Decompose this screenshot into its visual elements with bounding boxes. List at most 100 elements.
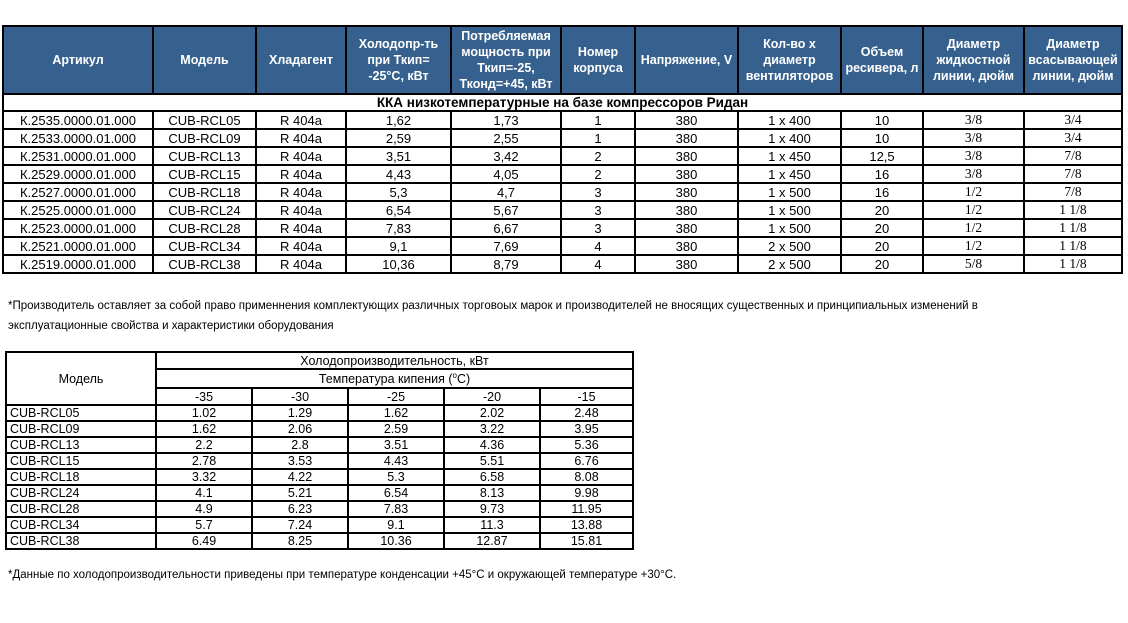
spec-cell: R 404a bbox=[255, 164, 347, 184]
spec-column-header: Кол-во х диаметр вентиляторов bbox=[737, 25, 842, 95]
spec-cell: 4 bbox=[560, 254, 636, 274]
spec-cell: 3,42 bbox=[450, 146, 562, 166]
spec-cell: R 404a bbox=[255, 182, 347, 202]
article-cell: К.2521.0000.01.000 bbox=[2, 236, 154, 256]
spec-column-header: Номер корпуса bbox=[560, 25, 636, 95]
boiling-temp-suffix: С) bbox=[456, 371, 471, 386]
capacity-table-row: CUB-RCL05 1.02 1.29 1.62 2.02 2.48 bbox=[5, 404, 634, 422]
spec-cell: 20 bbox=[840, 254, 924, 274]
spec-cell: CUB-RCL15 bbox=[152, 164, 257, 184]
capacity-cell: 15.81 bbox=[539, 532, 634, 550]
spec-cell: 1 1/8 bbox=[1023, 236, 1123, 256]
spec-table-row: К.2533.0000.01.000 CUB-RCL09 R 404a 2,59 2,5… bbox=[2, 128, 1123, 148]
spec-table: Артикул Модель Хладагент Холодопр-ть при Тк… bbox=[2, 25, 1123, 274]
capacity-cell: 11.95 bbox=[539, 500, 634, 518]
capacity-cell: 5.3 bbox=[347, 468, 445, 486]
spec-cell: 2 х 500 bbox=[737, 236, 842, 256]
boiling-temp-prefix: Температура кипения ( bbox=[318, 371, 453, 386]
spec-cell: 1 bbox=[560, 128, 636, 148]
capacity-cell: 6.76 bbox=[539, 452, 634, 470]
capacity-table-row: CUB-RCL38 6.49 8.25 10.36 12.87 15.81 bbox=[5, 532, 634, 550]
spec-cell: 380 bbox=[634, 200, 739, 220]
capacity-cell: 8.25 bbox=[251, 532, 349, 550]
spec-cell: 10 bbox=[840, 110, 924, 130]
article-cell: К.2519.0000.01.000 bbox=[2, 254, 154, 274]
spec-table-row: К.2519.0000.01.000 CUB-RCL38 R 404a 10,36 8,… bbox=[2, 254, 1123, 274]
capacity-cell: 13.88 bbox=[539, 516, 634, 534]
spec-cell: CUB-RCL05 bbox=[152, 110, 257, 130]
spec-cell: CUB-RCL18 bbox=[152, 182, 257, 202]
capacity-cell: 6.54 bbox=[347, 484, 445, 502]
spec-cell: 3 bbox=[560, 182, 636, 202]
spec-cell: 20 bbox=[840, 218, 924, 238]
capacity-table-row: CUB-RCL09 1.62 2.06 2.59 3.22 3.95 bbox=[5, 420, 634, 438]
spec-cell: 1 1/8 bbox=[1023, 200, 1123, 220]
capacity-note: *Данные по холодопроизводительности прив… bbox=[8, 569, 677, 581]
spec-cell: 380 bbox=[634, 146, 739, 166]
spec-cell: 3/8 bbox=[922, 128, 1025, 148]
spec-cell: 7,83 bbox=[345, 218, 452, 238]
spec-cell: 1 х 500 bbox=[737, 182, 842, 202]
spec-cell: 3/8 bbox=[922, 110, 1025, 130]
spec-cell: 8,79 bbox=[450, 254, 562, 274]
model-column-header: Модель bbox=[5, 351, 157, 406]
spec-cell: 1 х 400 bbox=[737, 110, 842, 130]
capacity-cell: 1.62 bbox=[347, 404, 445, 422]
spec-cell: 6,54 bbox=[345, 200, 452, 220]
capacity-cell: 11.3 bbox=[443, 516, 541, 534]
spec-cell: 12,5 bbox=[840, 146, 924, 166]
manufacturer-note: *Производитель оставляет за собой право … bbox=[8, 296, 1128, 336]
spec-cell: 1 1/8 bbox=[1023, 218, 1123, 238]
capacity-cell: 5.36 bbox=[539, 436, 634, 454]
spec-cell: R 404a bbox=[255, 218, 347, 238]
spec-cell: 10 bbox=[840, 128, 924, 148]
spec-cell: 10,36 bbox=[345, 254, 452, 274]
article-cell: К.2531.0000.01.000 bbox=[2, 146, 154, 166]
spec-cell: 5,67 bbox=[450, 200, 562, 220]
capacity-cell: 2.8 bbox=[251, 436, 349, 454]
spec-cell: CUB-RCL38 bbox=[152, 254, 257, 274]
spec-cell: 1 1/8 bbox=[1023, 254, 1123, 274]
boiling-temp-degree: о bbox=[452, 370, 457, 380]
spec-cell: 1 х 400 bbox=[737, 128, 842, 148]
spec-cell: CUB-RCL09 bbox=[152, 128, 257, 148]
capacity-cell: 6.58 bbox=[443, 468, 541, 486]
spec-cell: 5,3 bbox=[345, 182, 452, 202]
spec-cell: 380 bbox=[634, 182, 739, 202]
capacity-cell: 1.62 bbox=[155, 420, 253, 438]
capacity-cell: 6.49 bbox=[155, 532, 253, 550]
capacity-cell: 9.98 bbox=[539, 484, 634, 502]
spec-cell: 7,69 bbox=[450, 236, 562, 256]
spec-cell: 2 bbox=[560, 146, 636, 166]
spec-cell: 2,59 bbox=[345, 128, 452, 148]
capacity-cell: 3.51 bbox=[347, 436, 445, 454]
spec-cell: 3/8 bbox=[922, 146, 1025, 166]
model-cell: CUB-RCL13 bbox=[5, 436, 157, 454]
spec-table-row: К.2523.0000.01.000 CUB-RCL28 R 404a 7,83 6,6… bbox=[2, 218, 1123, 238]
spec-column-header: Артикул bbox=[2, 25, 154, 95]
spec-table-row: К.2535.0000.01.000 CUB-RCL05 R 404a 1,62 1,7… bbox=[2, 110, 1123, 130]
capacity-table-row: CUB-RCL18 3.32 4.22 5.3 6.58 8.08 bbox=[5, 468, 634, 486]
spec-cell: R 404a bbox=[255, 236, 347, 256]
spec-cell: 3/8 bbox=[922, 164, 1025, 184]
spec-cell: 7/8 bbox=[1023, 146, 1123, 166]
temperature-header-row: -35 -30 -25 -20 -15 bbox=[6, 387, 634, 406]
spec-cell: R 404a bbox=[255, 110, 347, 130]
spec-table-row: К.2527.0000.01.000 CUB-RCL18 R 404a 5,3 4,7 3… bbox=[2, 182, 1123, 202]
article-cell: К.2533.0000.01.000 bbox=[2, 128, 154, 148]
spec-table-row: К.2531.0000.01.000 CUB-RCL13 R 404a 3,51 3,4… bbox=[2, 146, 1123, 166]
spec-cell: 1 х 500 bbox=[737, 200, 842, 220]
manufacturer-note-line2: эксплуатационные свойства и характеристи… bbox=[8, 320, 334, 332]
capacity-cell: 4.36 bbox=[443, 436, 541, 454]
capacity-cell: 8.08 bbox=[539, 468, 634, 486]
model-cell: CUB-RCL09 bbox=[5, 420, 157, 438]
capacity-table-row: CUB-RCL28 4.9 6.23 7.83 9.73 11.95 bbox=[5, 500, 634, 518]
capacity-cell: 1.02 bbox=[155, 404, 253, 422]
spec-cell: 3,51 bbox=[345, 146, 452, 166]
spec-column-header: Потребляемая мощность при Ткип=-25, Ткон… bbox=[450, 25, 562, 95]
spec-cell: 4 bbox=[560, 236, 636, 256]
capacity-group-row: Модель Холодопроизводительность, кВт bbox=[5, 351, 634, 406]
capacity-cell: 9.73 bbox=[443, 500, 541, 518]
capacity-cell: 5.51 bbox=[443, 452, 541, 470]
temperature-header: -20 bbox=[443, 387, 541, 406]
